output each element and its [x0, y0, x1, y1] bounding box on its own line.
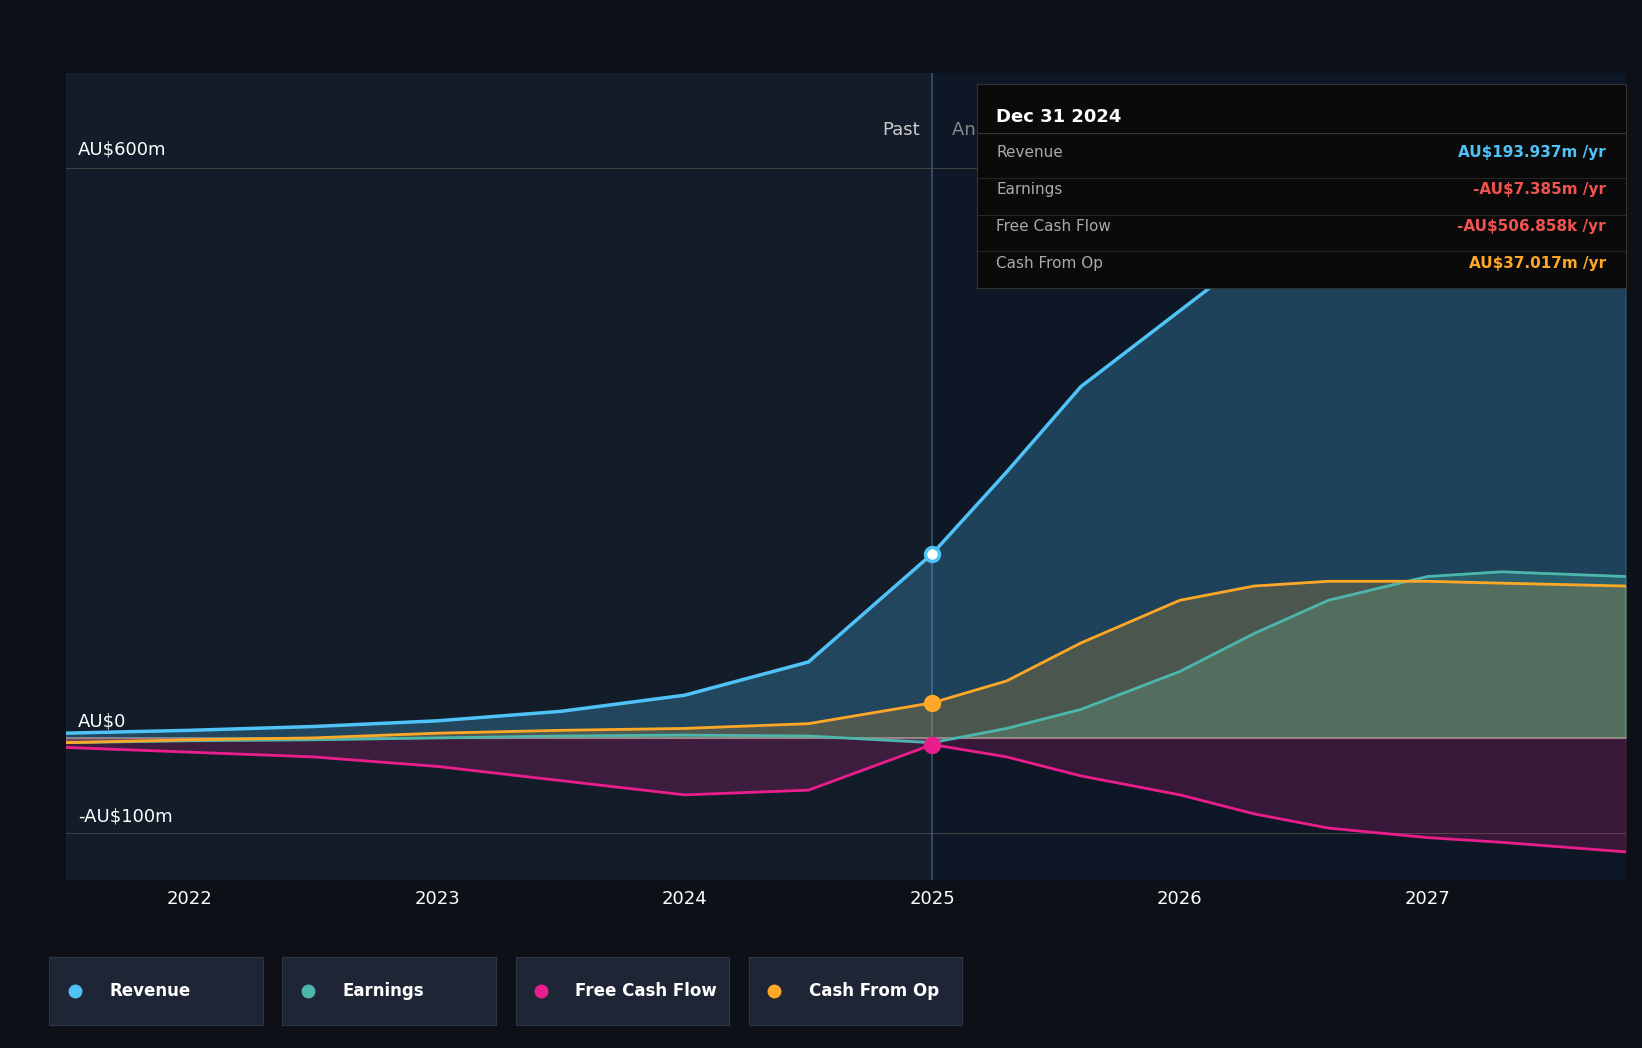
Text: Earnings: Earnings — [997, 182, 1062, 197]
Text: Revenue: Revenue — [997, 146, 1064, 160]
Bar — [66, 73, 933, 880]
Text: Cash From Op: Cash From Op — [808, 982, 939, 1000]
Text: Dec 31 2024: Dec 31 2024 — [997, 108, 1121, 127]
Text: AU$37.017m /yr: AU$37.017m /yr — [1470, 256, 1606, 270]
Text: Cash From Op: Cash From Op — [997, 256, 1103, 270]
Text: AU$193.937m /yr: AU$193.937m /yr — [1458, 146, 1606, 160]
Text: Earnings: Earnings — [342, 982, 424, 1000]
Bar — [933, 73, 1626, 880]
Text: AU$600m: AU$600m — [79, 140, 166, 159]
Text: Free Cash Flow: Free Cash Flow — [997, 219, 1112, 234]
Text: Analysts Forecasts: Analysts Forecasts — [952, 121, 1120, 138]
Text: Past: Past — [882, 121, 920, 138]
Text: AU$0: AU$0 — [79, 713, 126, 730]
Text: -AU$100m: -AU$100m — [79, 807, 172, 825]
Text: -AU$7.385m /yr: -AU$7.385m /yr — [1473, 182, 1606, 197]
Text: -AU$506.858k /yr: -AU$506.858k /yr — [1458, 219, 1606, 234]
Text: Revenue: Revenue — [108, 982, 190, 1000]
Text: Free Cash Flow: Free Cash Flow — [575, 982, 718, 1000]
